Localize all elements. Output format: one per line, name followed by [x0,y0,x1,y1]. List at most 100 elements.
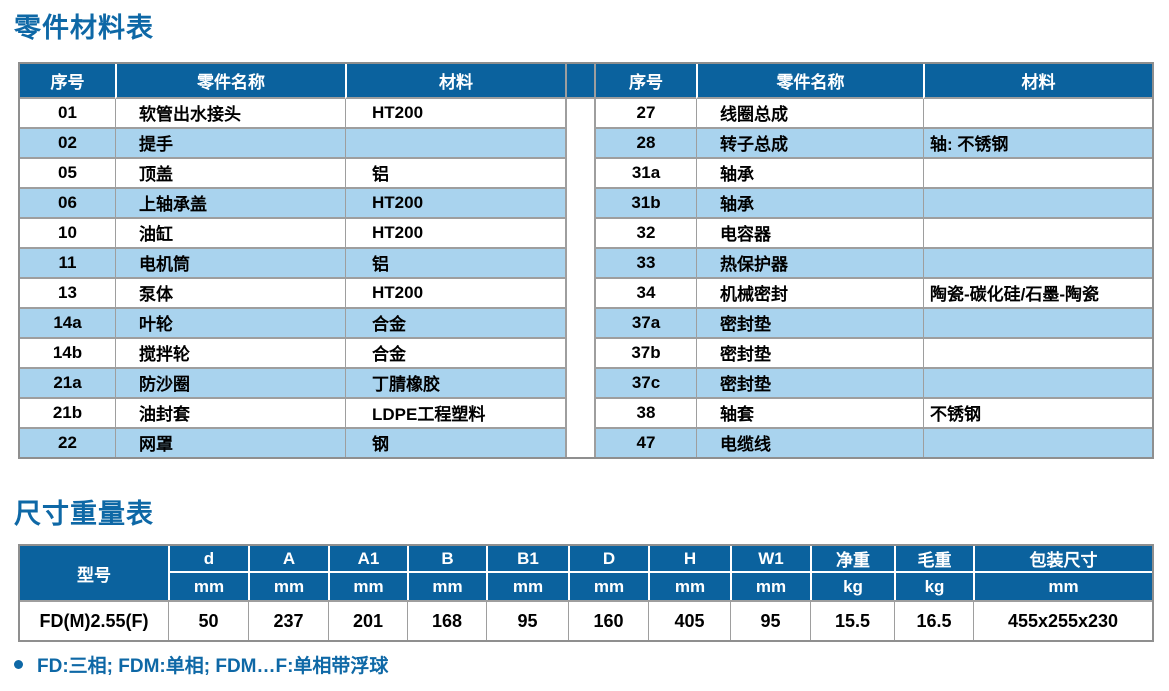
column-header-unit: mm [486,573,568,600]
table-row: 02 提手 [20,126,565,157]
dimension-value: 16.5 [894,600,973,640]
part-material: 不锈钢 [923,396,1152,427]
table-row: 47 电缆线 [596,426,1152,457]
part-number: 37b [596,336,696,367]
dimension-value: 160 [568,600,648,640]
table-row: 37a 密封垫 [596,306,1152,337]
column-header-dimension: W1 [730,546,810,573]
part-name: 密封垫 [696,336,923,367]
column-header-dimension: H [648,546,730,573]
part-name: 油缸 [115,216,345,247]
part-number: 06 [20,186,115,217]
bullet-icon [14,660,23,669]
table-row: 11 电机筒 铝 [20,246,565,277]
part-material: HT200 [345,99,565,127]
column-header-unit: mm [168,573,248,600]
dimension-value: 15.5 [810,600,894,640]
column-header-unit: mm [248,573,328,600]
dims-table: 型号 d A A1 B B1 D H [20,546,1152,640]
part-number: 47 [596,426,696,457]
part-number: 14a [20,306,115,337]
part-material [923,156,1152,187]
dimension-value: 95 [486,600,568,640]
column-header-dimension: D [568,546,648,573]
column-header-unit: mm [648,573,730,600]
part-name: 电缆线 [696,426,923,457]
table-gap-body [567,99,594,457]
table-row: 31a 轴承 [596,156,1152,187]
part-name: 顶盖 [115,156,345,187]
part-material [345,126,565,157]
part-number: 02 [20,126,115,157]
column-header-dimension: B1 [486,546,568,573]
part-number: 27 [636,102,656,122]
part-material: 丁腈橡胶 [345,366,565,397]
table-row: 33 热保护器 [596,246,1152,277]
table-row: 31b 轴承 [596,186,1152,217]
table-row: 34 机械密封 陶瓷-碳化硅/石墨-陶瓷 [596,276,1152,307]
part-material: HT200 [345,216,565,247]
column-header-dimension: d [168,546,248,573]
column-header-dimension: 包装尺寸 [973,546,1152,573]
part-name: 转子总成 [696,126,923,157]
table-row: 14b 搅拌轮 合金 [20,336,565,367]
parts-table-right: 序号 零件名称 材料 27 线圈总成 28 转子总成 [596,64,1152,457]
column-header-dimension: 净重 [810,546,894,573]
part-name: 电机筒 [115,246,345,277]
parts-material-table: 序号 零件名称 材料 01 软管出水接头 HT200 02 提手 [18,62,1154,459]
parts-left-header-row: 序号 零件名称 材料 [20,64,565,99]
dims-weight-table: 型号 d A A1 B B1 D H [18,544,1154,642]
part-name: 网罩 [115,426,345,457]
part-material: HT200 [345,276,565,307]
table-row: 14a 叶轮 合金 [20,306,565,337]
part-number: 28 [596,126,696,157]
table-row: 28 转子总成 轴: 不锈钢 [596,126,1152,157]
part-material: 合金 [345,306,565,337]
part-material: LDPE工程塑料 [345,396,565,427]
table-row: 01 软管出水接头 HT200 [20,99,565,127]
part-number: 32 [596,216,696,247]
part-material [923,216,1152,247]
dimension-value: 201 [328,600,407,640]
table-gap-column [565,64,596,457]
part-name: 泵体 [115,276,345,307]
part-material [923,426,1152,457]
part-name: 轴承 [696,186,923,217]
column-header-unit: mm [973,573,1152,600]
part-material [923,306,1152,337]
table-row: 37b 密封垫 [596,336,1152,367]
parts-right-header-row: 序号 零件名称 材料 [596,64,1152,99]
part-material [923,246,1152,277]
dimension-value: 237 [248,600,328,640]
column-header-unit: mm [328,573,407,600]
parts-table-left: 序号 零件名称 材料 01 软管出水接头 HT200 02 提手 [20,64,565,457]
part-number: 22 [20,426,115,457]
part-material: 合金 [345,336,565,367]
part-name: 密封垫 [696,366,923,397]
part-name: 油封套 [115,396,345,427]
part-name: 搅拌轮 [115,336,345,367]
part-number: 10 [20,216,115,247]
column-header-unit: kg [810,573,894,600]
dims-table-title: 尺寸重量表 [14,499,154,529]
footnote: FD:三相; FDM:单相; FDM…F:单相带浮球 [14,651,388,678]
dimension-value: 455x255x230 [973,600,1152,640]
column-header-unit: kg [894,573,973,600]
part-material: 陶瓷-碳化硅/石墨-陶瓷 [923,276,1152,307]
dimension-value: 168 [407,600,486,640]
table-row: 21b 油封套 LDPE工程塑料 [20,396,565,427]
table-row: 32 电容器 [596,216,1152,247]
dimension-value: 50 [168,600,248,640]
column-header-dimension: 毛重 [894,546,973,573]
column-header-number: 序号 [20,64,115,99]
column-header-part-name: 零件名称 [115,64,345,99]
column-header-dimension: A [248,546,328,573]
column-header-dimension: A1 [328,546,407,573]
column-header-part-name: 零件名称 [696,64,923,99]
column-header-unit: mm [407,573,486,600]
part-number: 21a [20,366,115,397]
table-row: FD(M)2.55(F) 50 237 201 168 95 160 [20,600,1152,640]
part-name: 轴套 [696,396,923,427]
table-row: 10 油缸 HT200 [20,216,565,247]
parts-table-title: 零件材料表 [14,13,154,43]
